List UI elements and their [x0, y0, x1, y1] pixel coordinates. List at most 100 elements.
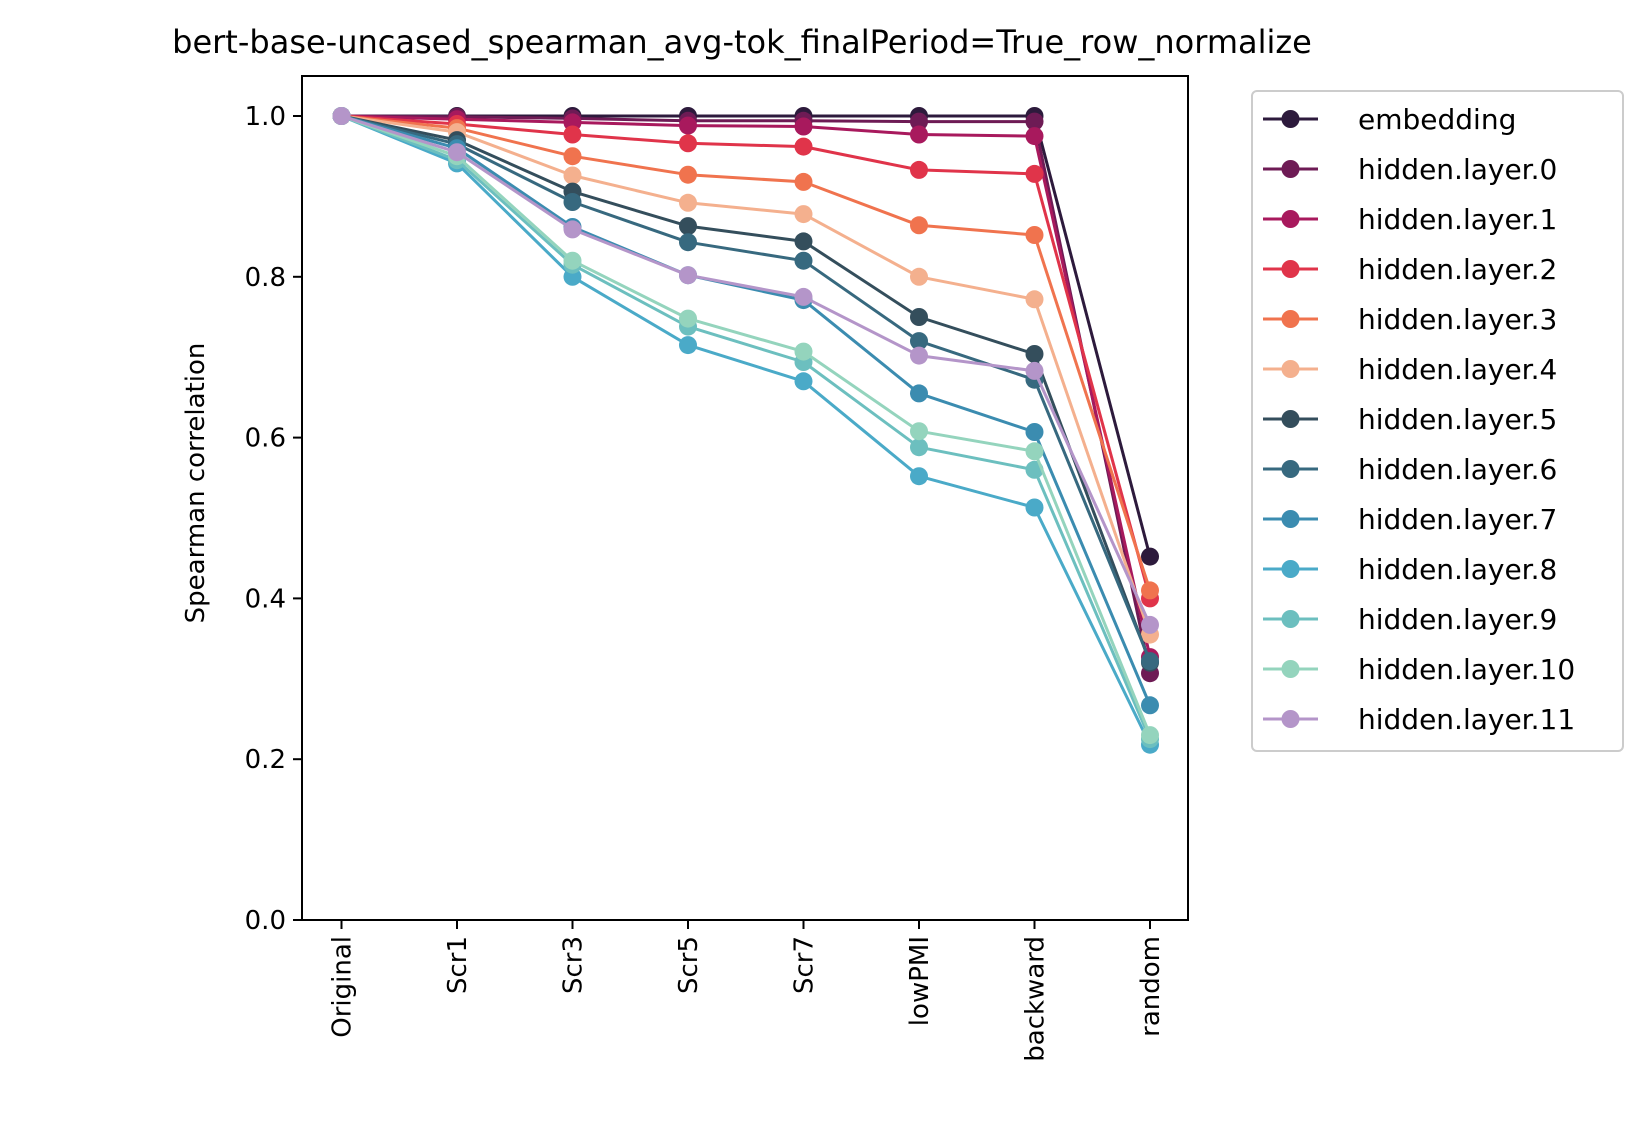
legend-item: hidden.layer.1: [1263, 203, 1557, 236]
y-tick-label: 0.6: [245, 424, 286, 454]
legend-item: hidden.layer.0: [1263, 153, 1557, 186]
legend-item: hidden.layer.8: [1263, 553, 1557, 586]
data-point: [1025, 290, 1044, 309]
data-point: [910, 467, 928, 486]
legend-item: hidden.layer.11: [1263, 703, 1575, 736]
series-line: [341, 114, 1152, 658]
data-point: [679, 309, 697, 328]
series-line: [341, 114, 1152, 706]
y-axis-label: Spearman correlation: [181, 343, 211, 624]
data-point: [1025, 164, 1044, 183]
x-tick-label: Scr3: [559, 936, 589, 994]
legend-marker: [1281, 260, 1300, 278]
data-point: [679, 193, 697, 212]
legend-item: hidden.layer.4: [1263, 353, 1557, 386]
legend-item: hidden.layer.2: [1263, 253, 1557, 286]
data-point: [910, 216, 928, 235]
legend-label: hidden.layer.5: [1358, 403, 1557, 436]
legend-label: hidden.layer.9: [1358, 603, 1557, 636]
series-line: [341, 114, 1152, 591]
x-tick-label: Scr7: [790, 936, 820, 994]
data-point: [910, 125, 928, 144]
legend-label: hidden.layer.10: [1358, 653, 1575, 686]
series-hidden-layer-5: [332, 107, 1159, 672]
data-point: [563, 125, 582, 144]
legend-label: hidden.layer.11: [1358, 703, 1575, 736]
data-point: [794, 232, 813, 251]
data-point: [910, 160, 928, 179]
legend-label: hidden.layer.2: [1358, 253, 1557, 286]
data-point: [563, 147, 582, 166]
legend-label: hidden.layer.3: [1358, 303, 1557, 336]
y-tick-label: 0.0: [245, 906, 286, 936]
data-point: [679, 116, 697, 135]
data-point: [794, 117, 813, 136]
data-point: [1025, 442, 1044, 461]
data-point: [910, 112, 928, 131]
legend: embedding hidden.layer.0 hidden.layer.1 hid…: [1251, 90, 1624, 752]
x-tick-label: Original: [328, 936, 358, 1038]
data-point: [910, 267, 928, 286]
chart-title: bert-base-uncased_spearman_avg-tok_final…: [172, 23, 1312, 61]
legend-label: hidden.layer.8: [1358, 553, 1557, 586]
legend-label: hidden.layer.6: [1358, 453, 1557, 486]
legend-item: hidden.layer.10: [1263, 653, 1575, 686]
data-point: [1141, 581, 1159, 600]
data-point: [1141, 547, 1159, 566]
legend-item: hidden.layer.7: [1263, 503, 1557, 536]
legend-item: hidden.layer.3: [1263, 303, 1557, 336]
legend-marker: [1281, 560, 1300, 578]
series-hidden-layer-11: [332, 107, 1159, 634]
x-tick-label: backward: [1021, 936, 1051, 1062]
data-point: [679, 134, 697, 153]
data-point: [910, 438, 928, 457]
data-point: [1025, 361, 1044, 380]
data-point: [794, 172, 813, 191]
data-point: [563, 220, 582, 239]
x-tick-label: random: [1136, 936, 1166, 1037]
legend-label: hidden.layer.4: [1358, 353, 1557, 386]
legend-marker: [1281, 410, 1300, 428]
data-point: [1025, 423, 1044, 441]
legend-label: hidden.layer.0: [1358, 153, 1557, 186]
data-point: [1141, 652, 1159, 671]
y-tick-label: 1.0: [245, 102, 286, 132]
data-point: [1141, 726, 1159, 745]
data-point: [794, 137, 813, 156]
data-point: [679, 266, 697, 285]
data-point: [910, 332, 928, 351]
legend-marker: [1281, 310, 1300, 328]
legend-box: [1251, 90, 1624, 752]
legend-marker: [1281, 660, 1300, 678]
data-point: [794, 251, 813, 270]
plot-area: 0.0 0.2 0.4 0.6 0.8 1.0 Original Scr1 Scr3 Scr5 Sc…: [245, 75, 1189, 1062]
legend-item: hidden.layer.5: [1263, 403, 1557, 436]
legend-marker: [1281, 710, 1300, 728]
y-tick-label: 0.2: [245, 745, 286, 775]
legend-marker: [1281, 160, 1300, 178]
legend-marker: [1281, 460, 1300, 478]
legend-label: hidden.layer.7: [1358, 503, 1557, 536]
data-point: [1141, 696, 1159, 715]
data-point: [794, 372, 813, 391]
x-tick-label: Scr1: [443, 936, 473, 994]
data-point: [794, 287, 813, 306]
data-point: [679, 217, 697, 236]
legend-marker: [1281, 110, 1300, 128]
data-point: [910, 422, 928, 441]
data-point: [910, 346, 928, 365]
data-point: [910, 384, 928, 403]
data-point: [1141, 615, 1159, 634]
data-point: [1025, 127, 1044, 146]
data-point: [448, 143, 466, 162]
legend-item: embedding: [1263, 103, 1516, 136]
series-line: [341, 114, 1152, 662]
x-tick-label: Scr5: [674, 936, 704, 994]
series-line: [341, 114, 1152, 736]
data-point: [679, 165, 697, 184]
series-line: [340, 114, 1152, 740]
series-line: [340, 114, 1152, 746]
data-point: [679, 336, 697, 355]
